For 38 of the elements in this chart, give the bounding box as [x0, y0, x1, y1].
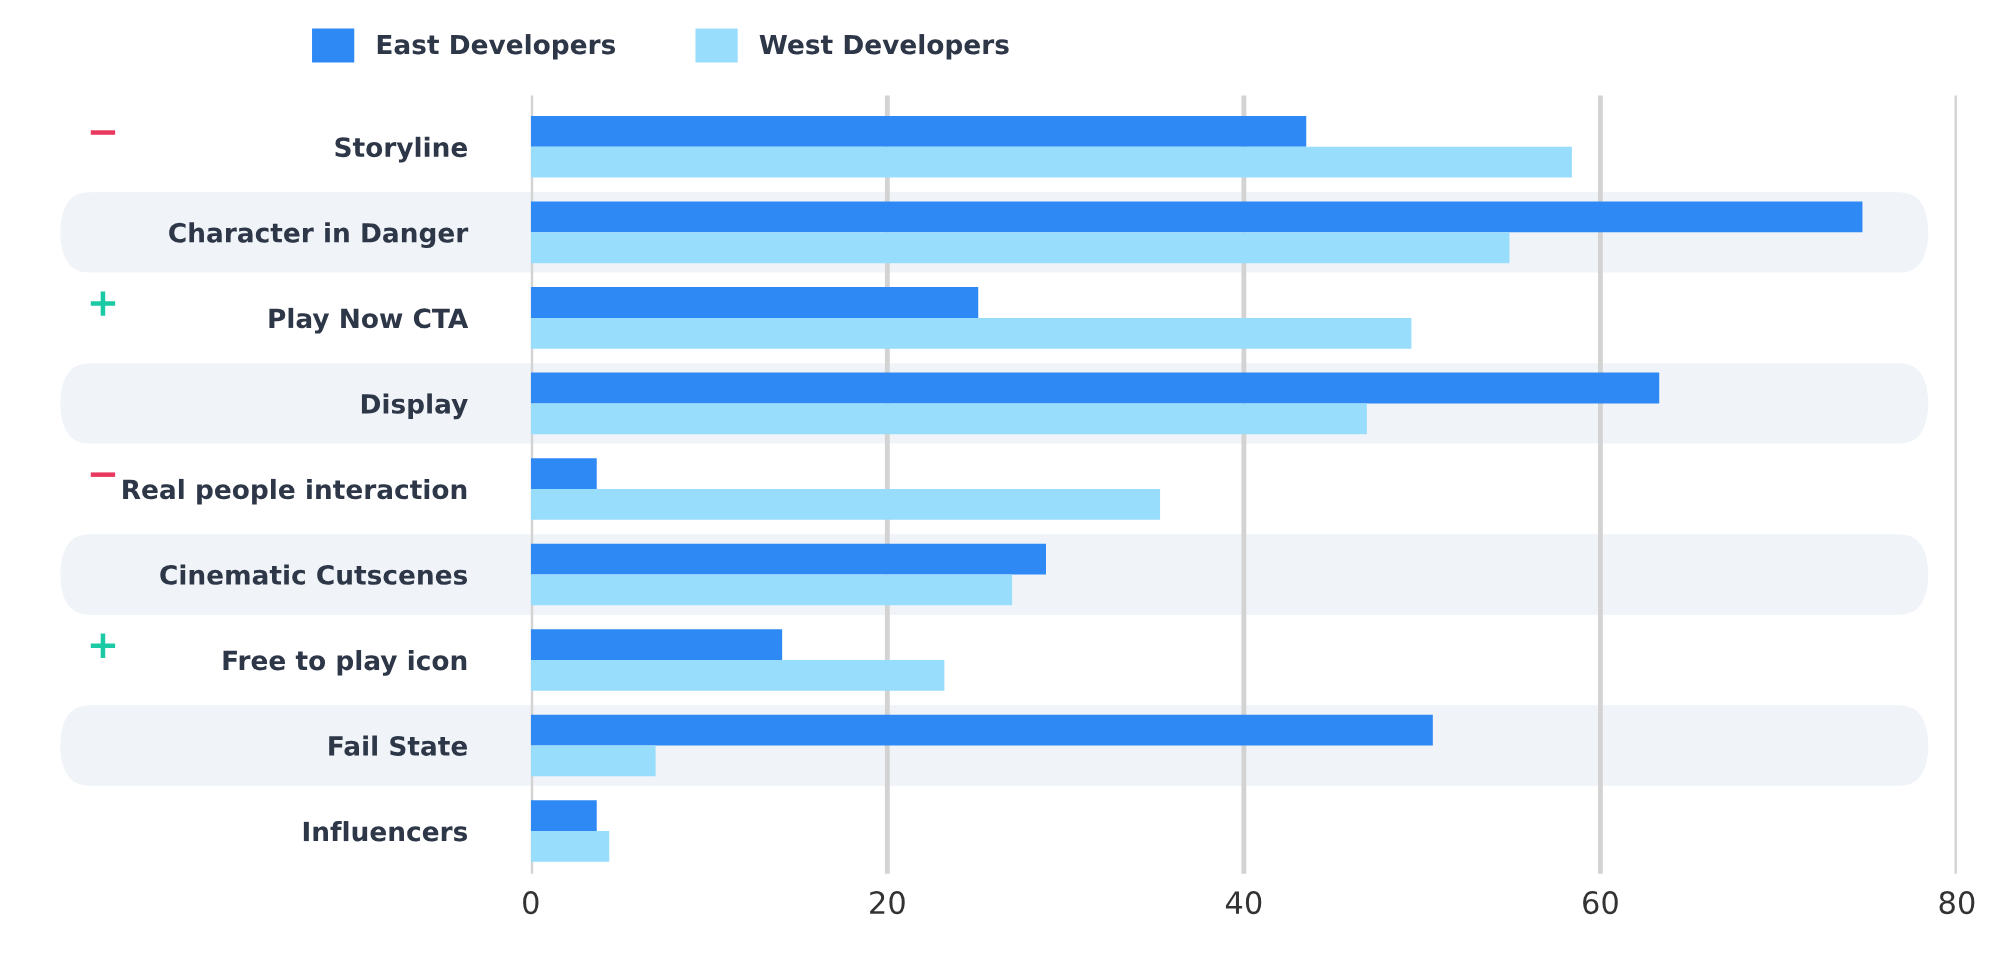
bar [530, 372, 1660, 404]
bar [530, 629, 783, 660]
legend-label: East Developers [377, 34, 616, 60]
text: + [90, 633, 116, 658]
x-tick-label: 0 [523, 891, 539, 915]
x-tick-label: 80 [1939, 891, 1975, 915]
text: − [90, 472, 116, 477]
bar [530, 403, 1367, 435]
x-tick-label: 60 [1583, 891, 1618, 915]
bar [530, 458, 597, 489]
y-tick-label: Play Now CTA [269, 307, 469, 334]
bar [530, 800, 597, 832]
bar [530, 543, 1046, 575]
y-tick-label: Cinematic Cutscenes [160, 564, 468, 585]
y-tick-label: Fail State [329, 735, 468, 756]
bar [530, 745, 656, 777]
y-tick-label: Character in Danger [169, 222, 469, 249]
text: + [90, 291, 116, 316]
bar [530, 201, 1863, 233]
bar [530, 574, 1013, 606]
y-tick-label: Influencers [303, 821, 468, 842]
bar [530, 232, 1510, 264]
text: − [90, 130, 116, 135]
bar [530, 146, 1572, 178]
x-tick-label: 40 [1225, 891, 1262, 915]
bar [530, 831, 610, 862]
bar [530, 287, 979, 318]
bar [530, 488, 1161, 520]
y-tick-label: Real people interaction [123, 478, 467, 505]
legend-label: West Developers [759, 34, 1009, 60]
y-tick-label: Display [361, 393, 468, 420]
bar [530, 317, 1412, 349]
bar [530, 714, 1433, 746]
bar [530, 660, 945, 691]
bar [530, 116, 1307, 147]
x-tick-label: 20 [870, 891, 905, 915]
y-tick-label: Free to play icon [223, 649, 467, 676]
y-tick-label: Storyline [335, 136, 468, 163]
